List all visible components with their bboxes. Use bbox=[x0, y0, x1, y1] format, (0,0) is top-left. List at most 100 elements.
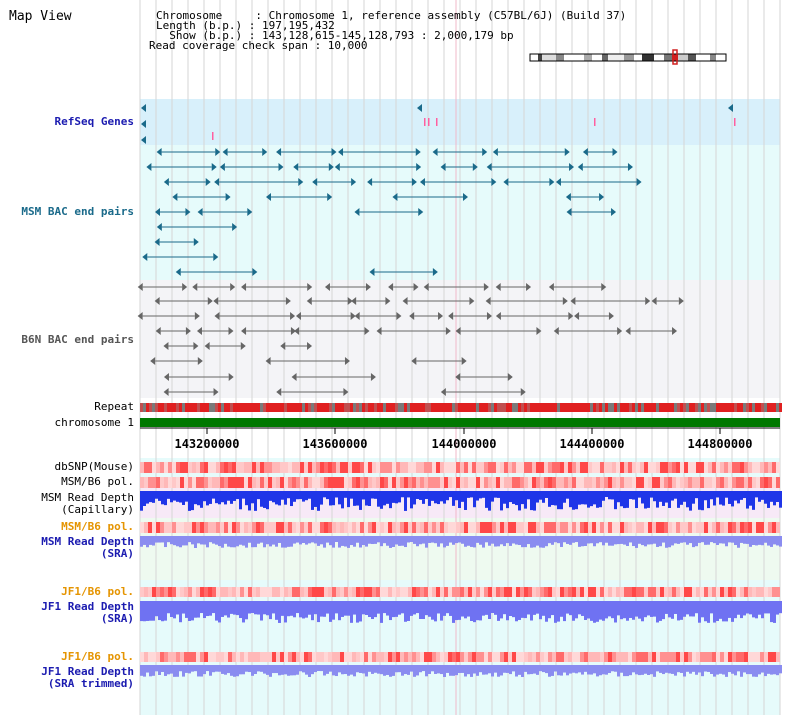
msm-cap-depth-bar bbox=[512, 491, 515, 504]
jf1-pol-cell bbox=[592, 587, 596, 597]
jf1-sra-depth-bar bbox=[293, 601, 296, 618]
jf1-sra-depth-bar bbox=[329, 601, 332, 622]
jf1-trim-depth-bar bbox=[269, 665, 272, 677]
msm-bac-pair-end bbox=[185, 208, 191, 216]
track-label-dbsnp[interactable]: dbSNP(Mouse) bbox=[54, 460, 134, 473]
jf1-sra-depth-bar bbox=[338, 601, 341, 621]
track-label-refseq[interactable]: RefSeq Genes bbox=[54, 115, 134, 128]
repeat-bar bbox=[353, 403, 356, 412]
dbsnp-cell bbox=[388, 462, 392, 473]
msm-pol-cell bbox=[528, 477, 532, 488]
msm-cap-depth-bar bbox=[659, 491, 662, 502]
jf1-trim-depth-bar bbox=[518, 665, 521, 675]
msm-sra-depth-bar bbox=[722, 536, 725, 544]
msm-pol-cell bbox=[516, 477, 520, 488]
dbsnp-cell bbox=[600, 462, 604, 473]
msm-sra-depth-bar bbox=[281, 536, 284, 548]
msm-cap-depth-bar bbox=[374, 491, 377, 499]
jf1-pol2-cell bbox=[160, 652, 164, 662]
repeat-bar bbox=[677, 403, 680, 412]
jf1-sra-depth-bar bbox=[203, 601, 206, 619]
repeat-bar bbox=[515, 403, 518, 412]
jf1-pol-cell bbox=[516, 587, 520, 597]
gene-tick bbox=[428, 118, 430, 126]
track-label-repeat[interactable]: Repeat bbox=[94, 400, 134, 413]
jf1-trim-depth-bar bbox=[548, 665, 551, 677]
jf1-sra-depth-bar bbox=[755, 601, 758, 619]
msm-bac-pair-end bbox=[415, 148, 421, 156]
msm-cap-depth-bar bbox=[185, 491, 188, 502]
b6n-bac-pair-end bbox=[350, 312, 356, 320]
msm-cap-depth-bar bbox=[551, 491, 554, 506]
jf1-trim-depth-bar bbox=[614, 665, 617, 672]
msm-cap-depth-bar bbox=[287, 491, 290, 499]
repeat-bar bbox=[767, 403, 770, 412]
msm-pol2-cell bbox=[292, 522, 296, 533]
msm-sra-depth-bar bbox=[233, 536, 236, 548]
track-label-msm-depth-cap[interactable]: MSM Read Depth (Capillary) bbox=[41, 491, 134, 516]
msm-sra-depth-bar bbox=[515, 536, 518, 545]
msm-cap-depth-bar bbox=[716, 491, 719, 498]
repeat-bar bbox=[389, 403, 392, 412]
msm-pol2-cell bbox=[424, 522, 428, 533]
msm-pol2-cell bbox=[232, 522, 236, 533]
jf1-sra-depth-bar bbox=[761, 601, 764, 619]
track-label-msm-depth-sra[interactable]: MSM Read Depth (SRA) bbox=[41, 535, 134, 560]
jf1-trim-depth-bar bbox=[509, 665, 512, 675]
jf1-sra-depth-bar bbox=[416, 601, 419, 614]
jf1-sra-depth-bar bbox=[770, 601, 773, 623]
track-label-msm-bac[interactable]: MSM BAC end pairs bbox=[21, 205, 134, 218]
msm-pol2-cell bbox=[732, 522, 736, 533]
jf1-pol2-cell bbox=[216, 652, 220, 662]
track-label-b6n-bac[interactable]: B6N BAC end pairs bbox=[21, 333, 134, 346]
jf1-pol-cell bbox=[360, 587, 364, 597]
msm-cap-depth-bar bbox=[326, 491, 329, 500]
repeat-bar bbox=[536, 403, 539, 412]
repeat-bar bbox=[479, 403, 482, 412]
track-label-jf1-b6-pol[interactable]: JF1/B6 pol. bbox=[61, 585, 134, 598]
msm-pol-cell bbox=[448, 477, 452, 488]
jf1-pol2-cell bbox=[772, 652, 776, 662]
jf1-pol2-cell bbox=[408, 652, 412, 662]
msm-sra-depth-bar bbox=[563, 536, 566, 543]
msm-cap-depth-bar bbox=[305, 491, 308, 501]
msm-sra-depth-bar bbox=[308, 536, 311, 544]
msm-pol-cell bbox=[468, 477, 472, 488]
msm-cap-depth-bar bbox=[416, 491, 419, 500]
jf1-trim-depth-bar bbox=[164, 665, 167, 676]
msm-pol2-cell bbox=[508, 522, 512, 533]
msm-sra-depth-bar bbox=[677, 536, 680, 544]
msm-cap-depth-bar bbox=[548, 491, 551, 507]
msm-sra-depth-bar bbox=[704, 536, 707, 545]
msm-sra-depth-bar bbox=[476, 536, 479, 543]
jf1-trim-depth-bar bbox=[404, 665, 407, 675]
jf1-pol2-cell bbox=[284, 652, 288, 662]
dbsnp-cell bbox=[696, 462, 700, 473]
jf1-sra-depth-bar bbox=[347, 601, 350, 616]
jf1-sra-depth-bar bbox=[695, 601, 698, 614]
repeat-bar bbox=[533, 403, 536, 412]
jf1-pol2-cell bbox=[648, 652, 652, 662]
jf1-trim-depth-bar bbox=[731, 665, 734, 674]
jf1-pol-cell bbox=[396, 587, 400, 597]
jf1-pol-cell bbox=[168, 587, 172, 597]
msm-pol-cell bbox=[656, 477, 660, 488]
jf1-sra-depth-bar bbox=[728, 601, 731, 618]
track-label-msm-b6-pol[interactable]: MSM/B6 pol. bbox=[61, 475, 134, 488]
jf1-pol-cell bbox=[548, 587, 552, 597]
jf1-sra-depth-bar bbox=[725, 601, 728, 622]
track-label-jf1-depth-trim[interactable]: JF1 Read Depth (SRA trimmed) bbox=[41, 665, 134, 690]
jf1-trim-depth-bar bbox=[644, 665, 647, 674]
gene-tick bbox=[424, 118, 426, 126]
ideogram-band bbox=[624, 54, 634, 61]
jf1-pol-cell bbox=[308, 587, 312, 597]
track-label-jf1-b6-pol-2[interactable]: JF1/B6 pol. bbox=[61, 650, 134, 663]
jf1-trim-depth-bar bbox=[344, 665, 347, 675]
msm-pol-cell bbox=[224, 477, 228, 488]
jf1-trim-depth-bar bbox=[605, 665, 608, 675]
jf1-pol2-cell bbox=[228, 652, 232, 662]
info-span: Read coverage check span : 10,000 bbox=[149, 39, 368, 52]
track-label-jf1-depth-sra[interactable]: JF1 Read Depth (SRA) bbox=[41, 600, 134, 625]
b6n-bac-pair-end bbox=[438, 312, 444, 320]
track-label-msm-b6-pol-2[interactable]: MSM/B6 pol. bbox=[61, 520, 134, 533]
